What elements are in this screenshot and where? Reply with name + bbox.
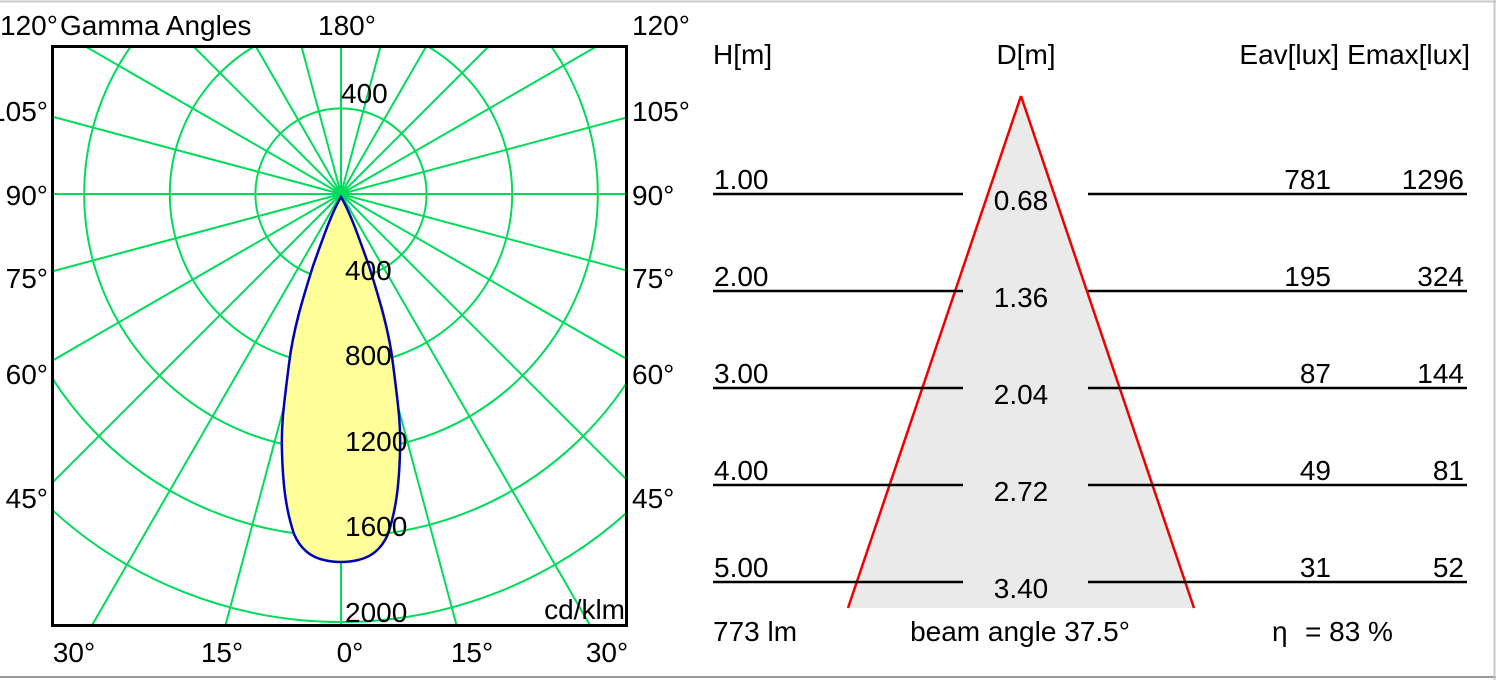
beam-cone-fill xyxy=(848,96,1194,608)
col-header-emax: Emax[lux] xyxy=(1347,39,1470,70)
gamma-labels-left: 105° 90° 75° 60° 45° xyxy=(0,96,48,514)
cell-emax: 144 xyxy=(1417,358,1464,389)
radial-tick-label: 2000 xyxy=(345,597,407,628)
cell-d: 1.36 xyxy=(994,282,1049,313)
cone-table-row: 5.00 3.40 31 52 xyxy=(713,552,1467,604)
radial-tick-label: 1600 xyxy=(345,511,407,542)
angle-label-top-left: 120° xyxy=(0,10,58,41)
polar-angle-grid xyxy=(52,46,627,626)
gamma-label: 60° xyxy=(632,359,674,390)
radial-tick-label: 400 xyxy=(345,255,392,286)
cell-h: 4.00 xyxy=(714,455,769,486)
radial-tick-labels: 400 400 800 1200 1600 2000 xyxy=(341,78,407,628)
beam-angle-value: beam angle 37.5° xyxy=(910,616,1130,647)
angle-label-top-right: 120° xyxy=(632,10,690,41)
gamma-label: 90° xyxy=(6,180,48,211)
beam-cone-edge-left xyxy=(846,95,1023,609)
col-header-d: D[m] xyxy=(996,39,1055,70)
cell-emax: 81 xyxy=(1433,455,1464,486)
cone-table-row: 3.00 2.04 87 144 xyxy=(713,358,1467,410)
beam-cone-diagram: H[m] D[m] Eav[lux] Emax[lux] 1.00 0.68 7… xyxy=(713,39,1470,647)
gamma-label: 105° xyxy=(632,96,690,127)
cone-table-row: 4.00 2.72 49 81 xyxy=(713,455,1467,507)
polar-plot-border xyxy=(51,45,628,627)
cell-emax: 52 xyxy=(1433,552,1464,583)
cone-table-row: 1.00 0.68 781 1296 xyxy=(713,164,1467,216)
radial-tick-label: 800 xyxy=(345,340,392,371)
col-header-eav: Eav[lux] xyxy=(1239,39,1339,70)
cell-eav: 195 xyxy=(1284,261,1331,292)
angle-label-top-center: 180° xyxy=(318,10,376,41)
gamma-label: 60° xyxy=(6,359,48,390)
cell-d: 2.04 xyxy=(994,379,1049,410)
gamma-label: 75° xyxy=(632,263,674,294)
efficiency-eta-symbol: η xyxy=(1272,616,1288,647)
polar-title: Gamma Angles xyxy=(60,10,251,41)
gamma-label: 75° xyxy=(6,263,48,294)
cell-emax: 1296 xyxy=(1402,164,1464,195)
gamma-label: 15° xyxy=(451,637,493,668)
gamma-labels-bottom: 30° 15° 0° 15° 30° xyxy=(53,637,628,668)
gamma-label: 90° xyxy=(632,180,674,211)
efficiency-value: = 83 % xyxy=(1305,616,1393,647)
cell-h: 1.00 xyxy=(714,164,769,195)
polar-plot-area xyxy=(52,46,627,626)
radial-tick-label: 400 xyxy=(341,78,388,109)
light-distribution-curve xyxy=(280,194,402,564)
polar-diagram: 120° Gamma Angles 180° 120° 105° 90° 75°… xyxy=(0,10,690,668)
cell-eav: 31 xyxy=(1300,552,1331,583)
col-header-h: H[m] xyxy=(713,39,772,70)
cell-eav: 781 xyxy=(1284,164,1331,195)
gamma-label: 30° xyxy=(586,637,628,668)
cell-eav: 87 xyxy=(1300,358,1331,389)
cell-h: 3.00 xyxy=(714,358,769,389)
cell-h: 5.00 xyxy=(714,552,769,583)
gamma-label: 45° xyxy=(6,483,48,514)
cell-h: 2.00 xyxy=(714,261,769,292)
gamma-label: 15° xyxy=(201,637,243,668)
gamma-labels-right: 105° 90° 75° 60° 45° xyxy=(632,96,690,514)
luminous-flux-value: 773 lm xyxy=(713,616,797,647)
cell-emax: 324 xyxy=(1417,261,1464,292)
gamma-label: 30° xyxy=(53,637,95,668)
gamma-label: 45° xyxy=(632,483,674,514)
cell-d: 3.40 xyxy=(994,573,1049,604)
cone-table-row: 2.00 1.36 195 324 xyxy=(713,261,1467,313)
radial-tick-label: 1200 xyxy=(345,426,407,457)
cell-d: 0.68 xyxy=(994,185,1049,216)
beam-cone-edge-right xyxy=(1019,95,1196,609)
gamma-label: 105° xyxy=(0,96,48,127)
unit-label: cd/klm xyxy=(544,594,625,625)
cell-d: 2.72 xyxy=(994,476,1049,507)
gamma-label: 0° xyxy=(337,637,364,668)
cell-eav: 49 xyxy=(1300,455,1331,486)
